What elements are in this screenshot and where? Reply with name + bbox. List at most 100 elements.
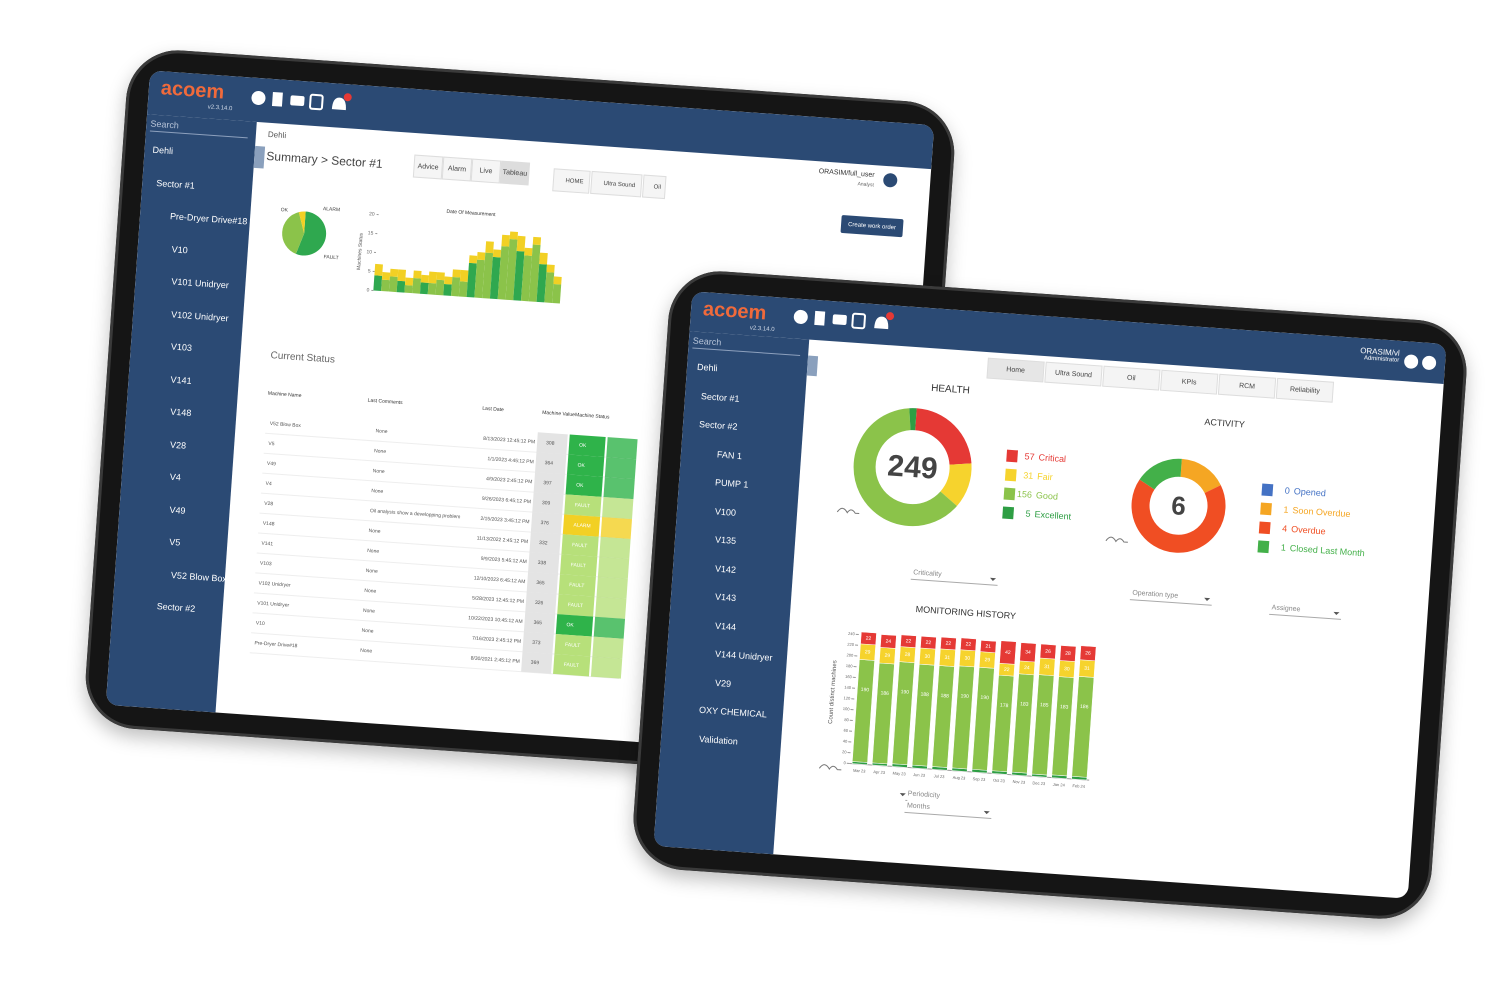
bar-segment [999, 640, 1017, 665]
value-cell [535, 452, 567, 475]
tree-item[interactable]: Sector #2 [698, 419, 738, 432]
tree-item[interactable]: Validation [698, 733, 739, 747]
column-header: Last Date [482, 406, 504, 413]
tree-item[interactable]: V10 [171, 243, 189, 255]
button[interactable] [840, 215, 904, 238]
x-tick-label: Sep 23 [972, 776, 986, 782]
status-cell [603, 477, 635, 500]
bar-label: 29 [984, 657, 990, 663]
tab[interactable] [1044, 361, 1103, 387]
tab[interactable] [590, 170, 643, 198]
pie-label: OK [280, 207, 288, 214]
collapse-button [253, 145, 266, 169]
dropdown-arrow [1204, 597, 1211, 601]
tree-item[interactable]: V5 [168, 536, 181, 548]
table-cell: 397 [543, 480, 552, 487]
tree-item[interactable]: FAN 1 [716, 448, 743, 461]
bar-segment [443, 283, 452, 296]
tab[interactable] [1275, 377, 1335, 403]
tab[interactable] [441, 156, 473, 182]
x-tick-label: Apr 23 [873, 769, 886, 775]
tree-item[interactable]: Sector #2 [156, 601, 196, 614]
legend-swatch [1261, 483, 1274, 497]
tree-item[interactable]: V141 [170, 374, 192, 386]
tab[interactable] [1160, 369, 1219, 395]
tree-item[interactable]: V4 [169, 471, 182, 483]
dropdown-arrow [983, 810, 990, 815]
y-tick-label: 180 [846, 663, 854, 669]
bar-label: 190 [960, 693, 969, 700]
dropdown-label[interactable]: Assignee [1271, 604, 1300, 613]
table-cell: None [373, 468, 386, 475]
table-cell: 9/26/2023 6:45:12 PM [482, 496, 532, 505]
tree-item[interactable]: V49 [169, 504, 186, 516]
bar-segment [552, 284, 562, 304]
bar-segment [427, 282, 437, 295]
tree-item[interactable]: PUMP 1 [714, 477, 749, 490]
table-cell: V101 Unidryer [257, 600, 290, 608]
table-cell: 7/16/2023 2:45:12 PM [472, 636, 522, 645]
user: ORASIM/vl Administrator [1360, 346, 1400, 364]
tab[interactable] [986, 357, 1045, 383]
bar-segment [505, 239, 518, 301]
tab[interactable] [499, 160, 531, 186]
tree-item[interactable]: Pre-Dryer Drive#18 [169, 211, 248, 227]
search[interactable]: Search [149, 118, 249, 139]
dropdown-label[interactable]: Criticality [913, 569, 942, 578]
tree-item[interactable]: V135 [714, 534, 737, 546]
tree-item[interactable]: V29 [714, 677, 732, 689]
tab[interactable] [552, 168, 591, 194]
tree-item[interactable]: V142 [714, 563, 737, 575]
tree-item[interactable]: Sector #1 [700, 390, 740, 404]
icons [251, 90, 352, 111]
table-cell: 364 [544, 460, 553, 467]
bar-segment [374, 263, 383, 276]
y-tick-label: 20 [369, 211, 375, 217]
tree-item[interactable]: V102 Unidryer [170, 308, 229, 323]
tree-item[interactable]: Dehli [152, 144, 174, 157]
search[interactable]: Search [692, 335, 801, 356]
legend-value: 31 [1023, 470, 1034, 481]
y-axis-label: Count distinct machines [828, 660, 838, 724]
tree-item[interactable]: V148 [170, 406, 192, 419]
tree-item[interactable]: OXY CHEMICAL [698, 704, 768, 720]
table-cell: V103 [260, 561, 272, 568]
bar-segment [544, 272, 555, 303]
tree-item[interactable]: V28 [169, 439, 187, 451]
y-tick-label: 0 [366, 287, 369, 293]
bar-label: 29 [865, 649, 871, 655]
table-cell: None [366, 568, 379, 575]
table-cell: OK [566, 622, 574, 629]
status-cell [600, 516, 633, 540]
tab[interactable] [470, 158, 502, 184]
page-title: Summary > Sector #1 [266, 149, 383, 171]
content: Home Ultra Sound Oil KPIs RCM Reliability HEAL… [806, 355, 1365, 819]
tree-item[interactable]: Dehli [696, 361, 718, 374]
dropdown-label[interactable]: Periodicity [908, 790, 941, 799]
tree-item[interactable]: V103 [170, 341, 193, 353]
x-tick-label: Jan 24 [1053, 782, 1066, 788]
legend-swatch [1258, 521, 1271, 535]
tab[interactable] [641, 174, 667, 200]
tree-item[interactable]: V144 Unidryer [714, 648, 773, 663]
pie-label: ALARM [323, 206, 341, 213]
tree-item[interactable]: V100 [714, 505, 737, 518]
status-cell [565, 474, 603, 497]
bar-segment [1071, 676, 1095, 778]
tree-item[interactable]: V143 [714, 591, 737, 604]
tab[interactable] [412, 154, 444, 180]
legend-swatch [1006, 449, 1019, 463]
bar-label: 190 [861, 687, 870, 694]
tab[interactable] [1217, 373, 1277, 399]
value-cell [525, 591, 557, 614]
tree-item[interactable]: V52 Blow Box [170, 569, 228, 584]
tree-item[interactable]: Sector #1 [155, 177, 196, 191]
tree-item[interactable]: V101 Unidryer [171, 276, 230, 291]
dropdown-label[interactable]: Months [907, 802, 931, 811]
dropdown-label[interactable]: Operation type [1132, 590, 1178, 600]
bar-label: 24 [1024, 665, 1030, 671]
tab[interactable] [1102, 365, 1161, 391]
tree-item[interactable]: V144 [714, 620, 737, 632]
bar-label: 42 [1005, 650, 1011, 656]
bar-label: 22 [1004, 667, 1010, 673]
